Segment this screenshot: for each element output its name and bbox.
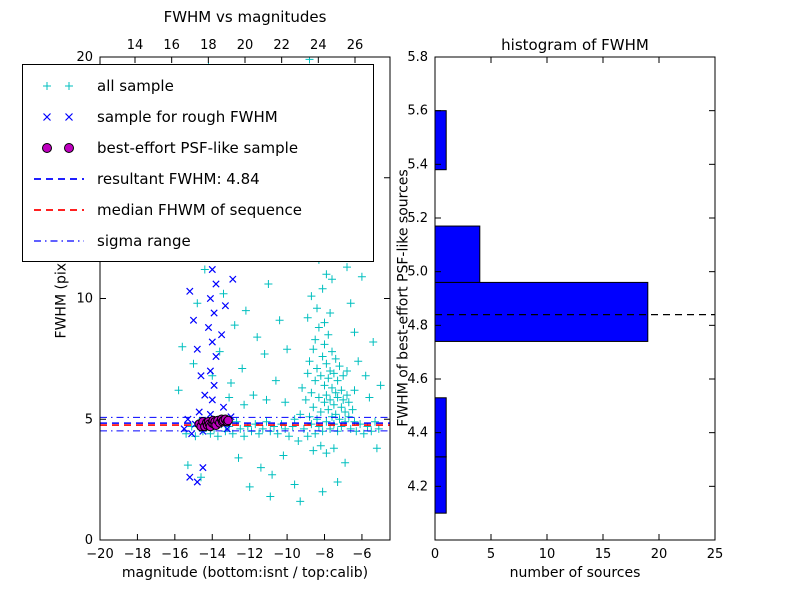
legend-dashed-line-icon xyxy=(34,208,84,211)
tick-label: 5.4 xyxy=(407,157,428,172)
tick-label: 4.2 xyxy=(407,479,428,494)
legend-entry-3: resultant FWHM: 4.84 xyxy=(31,163,365,194)
legend-label: resultant FWHM: 4.84 xyxy=(97,169,260,188)
right-plot-xlabel: number of sources xyxy=(509,565,641,581)
histogram-bars xyxy=(434,110,649,514)
tick-label: 20 xyxy=(76,50,93,65)
legend: all sample sample for rough FWHM best-effo… xyxy=(22,64,374,262)
tick-label: −10 xyxy=(273,547,300,562)
legend-entry-1: sample for rough FWHM xyxy=(31,101,365,132)
tick-label: 5.8 xyxy=(407,50,428,65)
tick-label: 22 xyxy=(273,38,290,53)
legend-label: median FHWM of sequence xyxy=(97,200,302,219)
tick-label: 5 xyxy=(85,412,93,427)
tick-label: 25 xyxy=(707,547,724,562)
left-plot-ticks xyxy=(99,56,390,541)
right-plot-ticks xyxy=(434,56,716,540)
tick-label: −12 xyxy=(236,547,263,562)
tick-label: 0 xyxy=(85,533,93,548)
tick-label: 5.0 xyxy=(407,265,428,280)
series-psf-like xyxy=(194,414,233,432)
histogram-bar xyxy=(434,456,447,514)
tick-label: 4.4 xyxy=(407,426,428,441)
tick-label: −16 xyxy=(161,547,188,562)
tick-label: 4.8 xyxy=(407,318,428,333)
legend-label: sigma range xyxy=(97,231,191,250)
tick-label: 5.2 xyxy=(407,211,428,226)
tick-label: 5.6 xyxy=(407,104,428,119)
legend-entry-5: sigma range xyxy=(31,225,365,256)
tick-label: −18 xyxy=(124,547,151,562)
tick-label: 10 xyxy=(539,547,556,562)
histogram-bar xyxy=(434,281,649,342)
tick-label: 15 xyxy=(595,547,612,562)
left-plot-data xyxy=(100,57,390,506)
legend-dashed-line-icon xyxy=(34,177,84,180)
right-plot: 0 5 10 15 20 25 4.2 4.4 4.6 4.8 5.0 5.2 5.4 5.6 5.8 xyxy=(407,50,723,562)
right-plot-ylabel: FWHM of best-effort PSF-like sources xyxy=(395,169,412,427)
tick-label: 4.6 xyxy=(407,372,428,387)
legend-entry-2: best-effort PSF-like sample xyxy=(31,132,365,163)
legend-label: best-effort PSF-like sample xyxy=(97,138,299,157)
tick-label: 5 xyxy=(487,547,495,562)
left-plot-tick-labels: −20−18−16−14−12−10−8−6051015201416182022… xyxy=(76,38,371,562)
tick-label: −6 xyxy=(352,547,371,562)
reference-lines xyxy=(100,416,390,432)
tick-label: −14 xyxy=(199,547,226,562)
histogram-bar xyxy=(434,110,447,171)
histogram-bar xyxy=(434,397,447,458)
tick-label: 24 xyxy=(310,38,327,53)
legend-dashdot-line-icon xyxy=(34,239,84,242)
tick-label: −8 xyxy=(315,547,334,562)
tick-label: 20 xyxy=(651,547,668,562)
tick-label: 26 xyxy=(347,38,364,53)
legend-plus-icon xyxy=(43,81,73,90)
right-plot-frame xyxy=(434,56,716,541)
tick-label: 0 xyxy=(431,547,439,562)
legend-x-icon xyxy=(43,112,73,121)
legend-label: sample for rough FWHM xyxy=(97,107,278,126)
legend-label: all sample xyxy=(97,76,174,95)
left-plot-title: FWHM vs magnitudes xyxy=(163,8,327,26)
tick-label: −20 xyxy=(86,547,113,562)
right-plot-title: histogram of FWHM xyxy=(501,36,649,54)
tick-label: 18 xyxy=(200,38,217,53)
tick-label: 14 xyxy=(127,38,144,53)
legend-circle-icon xyxy=(42,142,74,153)
legend-entry-4: median FHWM of sequence xyxy=(31,194,365,225)
left-plot: −20−18−16−14−12−10−8−6051015201416182022… xyxy=(76,38,391,562)
left-plot-xlabel: magnitude (bottom:isnt / top:calib) xyxy=(121,565,369,581)
tick-label: 10 xyxy=(76,292,93,307)
tick-label: 20 xyxy=(237,38,254,53)
histogram-bar xyxy=(434,225,481,283)
tick-label: 16 xyxy=(163,38,180,53)
legend-entry-0: all sample xyxy=(31,70,365,101)
right-plot-tick-labels: 0 5 10 15 20 25 4.2 4.4 4.6 4.8 5.0 5.2 5.4 5.6 5.8 xyxy=(407,50,723,562)
series-rough-fwhm xyxy=(180,236,237,486)
